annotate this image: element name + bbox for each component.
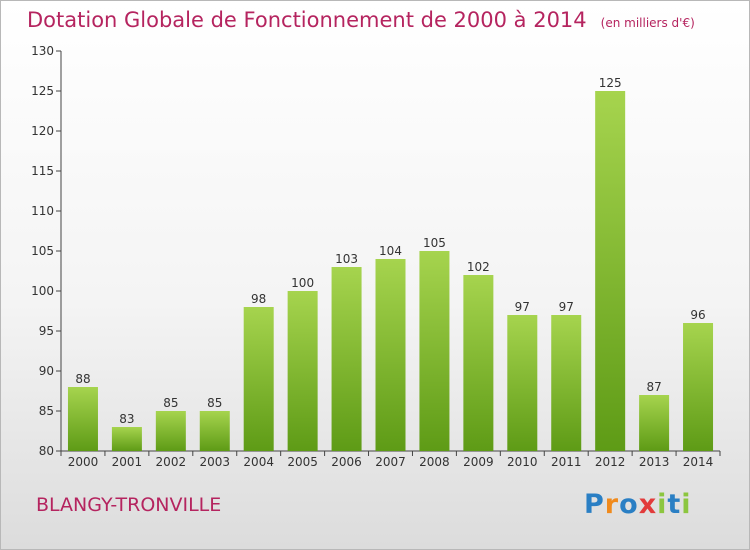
bar [683, 323, 714, 451]
y-tick-label: 90 [39, 364, 54, 378]
bar [67, 387, 98, 451]
bar [375, 259, 406, 451]
y-tick-label: 100 [31, 284, 54, 298]
logo-letter: t [667, 489, 682, 520]
bar [595, 91, 626, 451]
bar [419, 251, 450, 451]
y-tick-label: 125 [31, 84, 54, 98]
bar [639, 395, 670, 451]
bar [287, 291, 318, 451]
chart-unit: (en milliers d'€) [600, 16, 695, 30]
bar-value-label: 102 [467, 260, 490, 274]
logo-letter: r [604, 489, 620, 520]
logo-letter: i [657, 489, 668, 520]
bar-value-label: 125 [599, 76, 622, 90]
x-tick-label: 2000 [68, 455, 99, 469]
bar [243, 307, 274, 451]
bar-value-label: 83 [119, 412, 134, 426]
bar-value-label: 87 [646, 380, 661, 394]
x-tick-label: 2006 [331, 455, 362, 469]
bar [507, 315, 538, 451]
x-tick-label: 2012 [595, 455, 626, 469]
bar-value-label: 104 [379, 244, 402, 258]
bar-value-label: 98 [251, 292, 266, 306]
bar-value-label: 97 [559, 300, 574, 314]
bar-value-label: 100 [291, 276, 314, 290]
y-tick-label: 80 [39, 444, 54, 458]
bar [199, 411, 230, 451]
bar-value-label: 103 [335, 252, 358, 266]
x-tick-label: 2011 [551, 455, 582, 469]
x-tick-label: 2007 [375, 455, 406, 469]
logo-letter: o [619, 489, 639, 520]
logo-letter: i [681, 489, 692, 520]
bar-value-label: 97 [515, 300, 530, 314]
bar-value-label: 105 [423, 236, 446, 250]
y-tick-label: 85 [39, 404, 54, 418]
bar-value-label: 96 [690, 308, 705, 322]
logo-letter: P [584, 489, 605, 520]
chart-title: Dotation Globale de Fonctionnement de 20… [27, 8, 695, 32]
y-tick-label: 130 [31, 44, 54, 58]
chart-title-text: Dotation Globale de Fonctionnement de 20… [27, 8, 587, 32]
bar [331, 267, 362, 451]
x-tick-label: 2010 [507, 455, 538, 469]
x-tick-label: 2004 [243, 455, 274, 469]
y-tick-label: 110 [31, 204, 54, 218]
x-tick-label: 2003 [199, 455, 230, 469]
x-tick-label: 2005 [287, 455, 318, 469]
bar [155, 411, 186, 451]
x-tick-label: 2014 [683, 455, 714, 469]
y-tick-label: 105 [31, 244, 54, 258]
bar [463, 275, 494, 451]
commune-name: BLANGY-TRONVILLE [36, 494, 222, 516]
logo-letter: x [638, 489, 658, 520]
proxiti-logo: Proxiti [584, 489, 692, 520]
bar-value-label: 85 [163, 396, 178, 410]
y-tick-label: 120 [31, 124, 54, 138]
y-tick-label: 95 [39, 324, 54, 338]
y-tick-label: 115 [31, 164, 54, 178]
bar [111, 427, 142, 451]
bar [551, 315, 582, 451]
x-tick-label: 2008 [419, 455, 450, 469]
x-tick-label: 2001 [112, 455, 143, 469]
x-tick-label: 2009 [463, 455, 494, 469]
bar-value-label: 88 [75, 372, 90, 386]
x-tick-label: 2002 [156, 455, 187, 469]
x-tick-label: 2013 [639, 455, 670, 469]
bar-value-label: 85 [207, 396, 222, 410]
